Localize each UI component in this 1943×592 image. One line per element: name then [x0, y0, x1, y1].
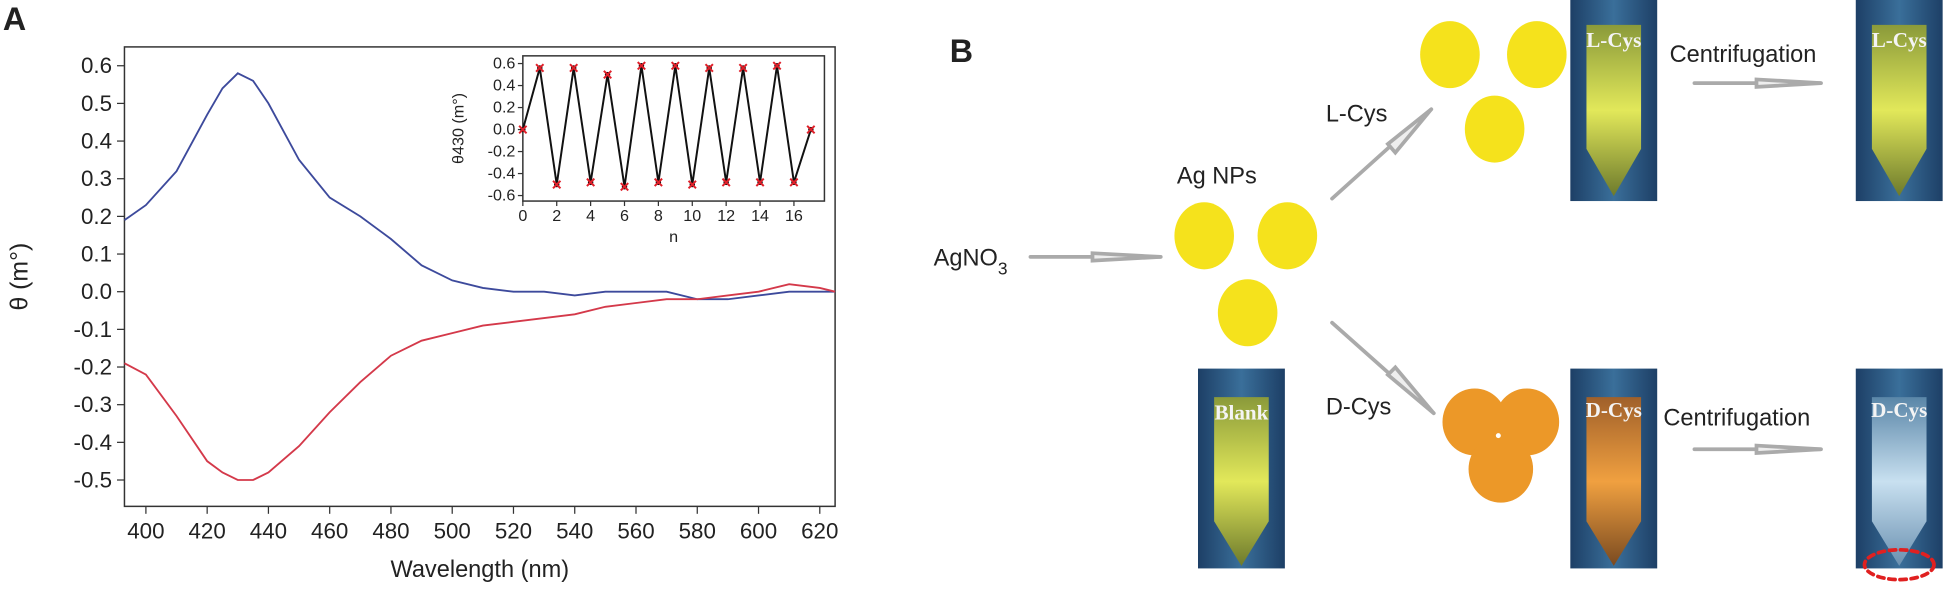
point-marker: [586, 177, 596, 187]
diagram: L-Cys L-Cys Blank D-Cys D-Cys AgNO3 Ag N…: [934, 0, 1943, 582]
process-label: Centrifugation: [1663, 405, 1810, 431]
x-tick-label: 420: [189, 519, 226, 544]
inset-chart: 0 2 4 6 8 10 12 14 16 -0.6 -0.4 -0.2 0.0 0.2 0.4 0.6 n θ4…: [449, 55, 826, 246]
y-tick-label: 0.1: [81, 241, 112, 266]
plot-frame: [123, 46, 836, 508]
nanoparticles: [1174, 21, 1567, 347]
y-axis-label: θ (m°): [7, 243, 34, 311]
process-label: Centrifugation: [1670, 41, 1817, 67]
x-axis-label: n: [669, 228, 678, 246]
y-tick-label: 0.6: [81, 53, 112, 78]
reagent-label: D-Cys: [1326, 394, 1392, 420]
point-marker: [535, 63, 545, 73]
tube: [1855, 368, 1943, 582]
point-marker: [755, 177, 765, 187]
tube: [1570, 368, 1658, 569]
point-marker: [704, 63, 714, 73]
point-marker: [620, 182, 629, 192]
x-tick-label: 520: [495, 519, 532, 544]
x-tick-label: 460: [311, 519, 348, 544]
reactant: AgNO3: [934, 245, 1008, 279]
tube-label: L-Cys: [1586, 28, 1641, 52]
y-tick-label: -0.6: [488, 187, 516, 205]
y-tick-label: 0.4: [493, 77, 515, 95]
point-marker: [603, 70, 612, 79]
x-tick-label: 16: [785, 207, 803, 225]
point-marker: [772, 61, 782, 71]
panel-label: B: [950, 33, 973, 69]
y-tick-label: -0.2: [74, 354, 112, 379]
panel-label: A: [3, 1, 26, 37]
y-tick-label: -0.4: [74, 430, 112, 455]
point-marker: [653, 177, 663, 187]
point-marker: [670, 61, 680, 71]
point-marker: [806, 125, 816, 134]
x-tick-label: 14: [751, 207, 769, 225]
point-marker: [569, 63, 579, 73]
series-line: [521, 65, 812, 187]
y-tick-label: -0.2: [488, 143, 516, 161]
x-tick-label: 600: [740, 519, 777, 544]
tube-label: D-Cys: [1586, 398, 1642, 422]
x-tick-label: 500: [434, 519, 471, 544]
y-tick-label: -0.5: [74, 467, 112, 492]
x-tick-label: 620: [801, 519, 838, 544]
point-marker: [687, 180, 697, 189]
main-chart: 400 420 440 460 480 500 520 540 560 580 600 620-0.5…: [7, 46, 838, 582]
x-tick-label: 4: [586, 207, 595, 225]
x-tick-label: 440: [250, 519, 287, 544]
y-tick-label: 0.0: [81, 279, 112, 304]
point-marker: [518, 125, 528, 134]
tube: [1570, 0, 1658, 202]
x-tick-label: 6: [620, 207, 629, 225]
point-marker: [721, 177, 731, 187]
y-tick-label: -0.1: [74, 317, 112, 342]
tube-label: D-Cys: [1871, 398, 1927, 422]
y-tick-label: 0.2: [493, 99, 515, 117]
y-tick-label: 0.5: [81, 91, 112, 116]
aggregated-nanoparticles: [1442, 388, 1560, 503]
x-tick-label: 12: [717, 207, 735, 225]
x-axis-label: Wavelength (nm): [390, 556, 569, 582]
x-tick-label: 560: [617, 519, 654, 544]
y-tick-label: 0.6: [493, 55, 515, 73]
tube: [1855, 0, 1943, 202]
reactant-subscript: 3: [998, 258, 1008, 278]
x-tick-label: 10: [683, 207, 701, 225]
reagent-label: L-Cys: [1326, 101, 1388, 127]
y-tick-label: 0.0: [493, 121, 515, 139]
x-tick-label: 580: [679, 519, 716, 544]
point-marker: [552, 180, 562, 189]
x-tick-label: 0: [518, 207, 527, 225]
y-tick-label: -0.4: [488, 165, 516, 183]
y-tick-label: 0.3: [81, 166, 112, 191]
y-tick-label: 0.2: [81, 204, 112, 229]
x-tick-label: 400: [127, 519, 164, 544]
x-tick-label: 8: [654, 207, 663, 225]
reactant-text: AgNO: [934, 245, 998, 271]
tube-label: L-Cys: [1872, 28, 1927, 52]
y-axis-label: θ430 (m°): [449, 93, 467, 164]
arrows: [1028, 77, 1823, 455]
point-marker: [789, 177, 799, 187]
tube: [1197, 368, 1285, 569]
y-tick-label: 0.4: [81, 129, 112, 154]
x-tick-label: 480: [372, 519, 409, 544]
intermediate-label: Ag NPs: [1177, 163, 1257, 189]
point-marker: [738, 63, 748, 73]
x-tick-label: 540: [556, 519, 593, 544]
tube-label: Blank: [1214, 400, 1268, 424]
x-tick-label: 2: [552, 207, 561, 225]
series-line: [123, 72, 836, 301]
point-marker: [637, 61, 646, 71]
series-line: [124, 283, 836, 481]
y-tick-label: -0.3: [74, 392, 112, 417]
